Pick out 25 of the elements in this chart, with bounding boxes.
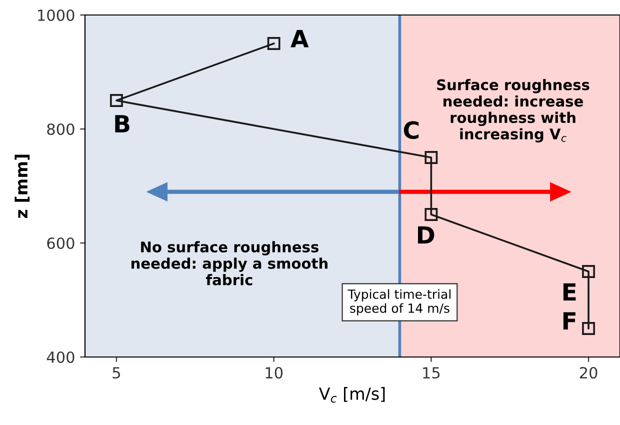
ref-line-label: Typical time-trial speed of 14 m/s xyxy=(348,289,450,316)
annotation: D xyxy=(418,226,434,244)
annotation: A xyxy=(290,30,309,48)
x-axis-title: V$_{c}$ [m/s] xyxy=(318,387,385,403)
y-tick-label: 400 xyxy=(46,351,74,364)
point xyxy=(110,94,123,107)
point xyxy=(267,37,280,50)
y-tick-label: 600 xyxy=(47,237,74,250)
x-tick-label: 10 xyxy=(266,366,283,379)
y-tick-label: 800 xyxy=(47,123,74,136)
annotation: F xyxy=(563,312,576,330)
y-axis-title: z [mm] xyxy=(14,154,30,218)
annotation: B xyxy=(115,115,130,132)
x-tick-label: 5 xyxy=(112,367,120,379)
point xyxy=(582,322,595,335)
annotation: E xyxy=(563,283,576,301)
point xyxy=(424,208,438,221)
annotation: C xyxy=(404,121,419,140)
x-tick-label: 15 xyxy=(423,367,440,379)
annotation: Surface roughness needed: increase roughness with increasing V$_{c}$ xyxy=(437,79,590,142)
annotation: No surface roughness needed: apply a smooth fabric xyxy=(132,241,328,286)
y-tick-label: 1000 xyxy=(38,9,74,22)
x-tick-label: 20 xyxy=(580,366,598,379)
point xyxy=(424,151,438,164)
point xyxy=(582,265,595,278)
